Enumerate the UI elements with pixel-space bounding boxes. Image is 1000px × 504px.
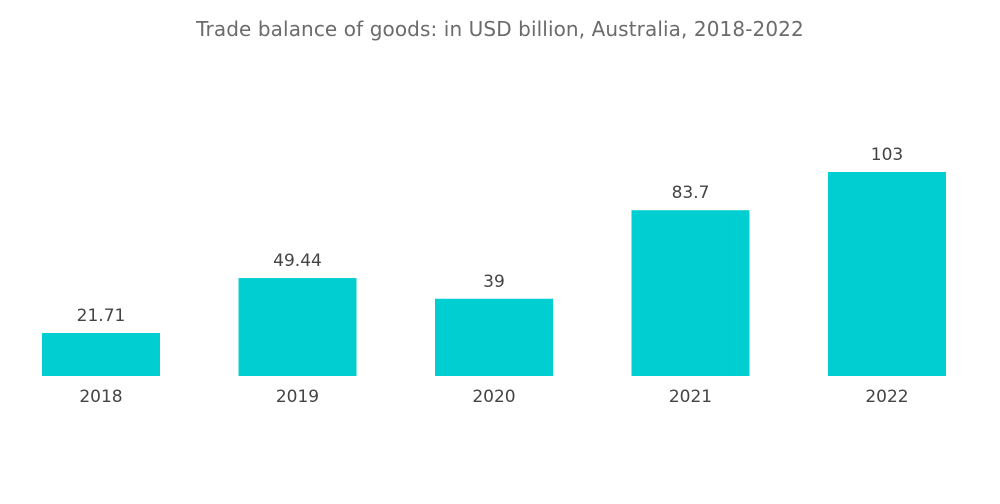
value-label-2020: 39 [483, 272, 505, 292]
value-label-2018: 21.71 [77, 306, 126, 326]
x-tick-label-2020: 2020 [472, 387, 515, 407]
x-tick-label-2019: 2019 [276, 387, 319, 407]
value-label-2021: 83.7 [672, 183, 710, 203]
x-tick-label-2021: 2021 [669, 387, 712, 407]
chart-title: Trade balance of goods: in USD billion, … [196, 17, 804, 41]
bar-2019 [238, 278, 357, 376]
value-label-2022: 103 [871, 145, 903, 165]
x-tick-label-2018: 2018 [79, 387, 122, 407]
bar-2021 [631, 210, 750, 376]
value-label-2019: 49.44 [273, 251, 322, 271]
bar-2020 [435, 298, 553, 376]
bar-2018 [42, 333, 160, 376]
x-tick-label-2022: 2022 [865, 387, 908, 407]
bar-2022 [828, 172, 946, 376]
